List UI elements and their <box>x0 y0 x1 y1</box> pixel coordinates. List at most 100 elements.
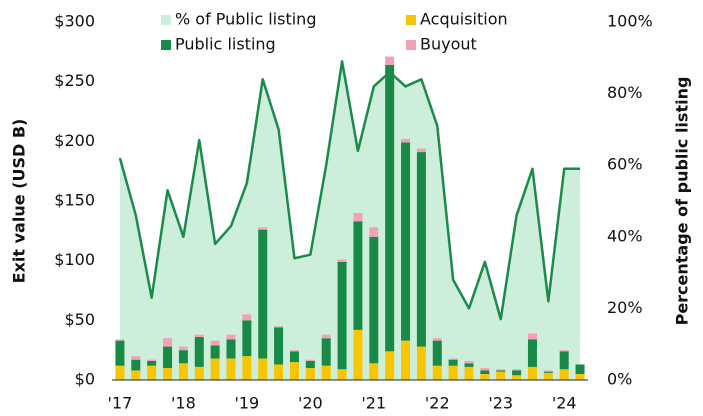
bar-segment <box>305 360 315 369</box>
bar-segment <box>353 329 363 380</box>
bar-segment <box>512 375 522 380</box>
bar-segment <box>448 359 458 366</box>
y-tick-label: $250 <box>54 71 95 90</box>
legend-swatch <box>406 40 416 50</box>
bar-segment <box>194 337 204 367</box>
bar-segment <box>131 356 141 360</box>
bar-segment <box>242 320 252 357</box>
x-tick-label: '23 <box>488 394 513 413</box>
bar-segment <box>448 365 458 380</box>
bar-segment <box>432 365 442 380</box>
x-tick-label: '21 <box>361 394 386 413</box>
bar-segment <box>480 370 490 375</box>
bar-segment <box>289 350 299 352</box>
bar-segment <box>369 363 379 380</box>
x-tick-label: '19 <box>234 394 259 413</box>
bar-segment <box>321 338 331 366</box>
bar-segment <box>543 371 553 373</box>
bar-segment <box>163 368 173 380</box>
bar-segment <box>432 340 442 366</box>
bar-segment <box>178 346 188 351</box>
bar-segment <box>210 340 220 346</box>
y-tick-label: $50 <box>64 310 95 329</box>
y-tick-label: $0 <box>75 370 95 389</box>
y-tick-label: $200 <box>54 131 95 150</box>
bar-segment <box>163 338 173 347</box>
bar-segment <box>226 358 236 380</box>
bar-segment <box>464 363 474 367</box>
bar-segment <box>559 350 569 352</box>
bar-segment <box>321 334 331 339</box>
bar-segment <box>480 368 490 371</box>
legend-label: Public listing <box>175 35 276 54</box>
bar-segment <box>401 142 411 341</box>
bar-segment <box>242 314 252 321</box>
bar-segment <box>385 64 395 352</box>
bar-segment <box>464 366 474 380</box>
bar-segment <box>353 212 363 222</box>
y-tick-label: $150 <box>54 191 95 210</box>
bar-segment <box>369 227 379 237</box>
bar-segment <box>575 374 585 380</box>
x-tick-label: '17 <box>108 394 133 413</box>
bar-segment <box>321 365 331 380</box>
bar-segment <box>496 370 506 372</box>
bar-segment <box>210 345 220 359</box>
bar-segment <box>131 359 141 371</box>
bar-segment <box>115 365 125 380</box>
x-tick-label: '20 <box>298 394 323 413</box>
bar-segment <box>401 138 411 143</box>
bar-segment <box>432 338 442 341</box>
bar-segment <box>527 366 537 380</box>
bar-segment <box>337 369 347 380</box>
bar-segment <box>337 261 347 370</box>
bar-segment <box>337 259 347 262</box>
bar-segment <box>559 351 569 370</box>
bar-segment <box>258 229 268 359</box>
y-axis-title: Exit value (USD B) <box>10 119 29 284</box>
bar-segment <box>496 371 506 380</box>
bar-segment <box>115 340 125 366</box>
bar-segment <box>289 351 299 363</box>
bar-segment <box>274 364 284 380</box>
bar-segment <box>226 339 236 359</box>
legend-swatch <box>161 15 171 25</box>
bar-segment <box>163 346 173 369</box>
bar-segment <box>480 374 490 380</box>
bar-segment <box>385 351 395 380</box>
bar-segment <box>369 236 379 364</box>
bar-segment <box>385 56 395 65</box>
x-tick-label: '24 <box>552 394 577 413</box>
bar-segment <box>305 368 315 380</box>
bar-segment <box>416 148 426 153</box>
x-tick-label: '22 <box>425 394 450 413</box>
bar-segment <box>416 152 426 347</box>
bar-segment <box>575 364 585 375</box>
legend-swatch <box>161 40 171 50</box>
bar-segment <box>194 334 204 338</box>
bar-segment <box>147 359 157 361</box>
bar-segment <box>226 334 236 340</box>
bar-segment <box>496 369 506 371</box>
bar-segment <box>353 221 363 330</box>
bar-segment <box>448 358 458 360</box>
bar-segment <box>289 362 299 380</box>
bar-segment <box>210 358 220 380</box>
bar-segment <box>305 359 315 361</box>
y2-tick-label: 100% <box>607 12 653 31</box>
bar-segment <box>194 366 204 380</box>
x-tick-label: '18 <box>171 394 196 413</box>
y2-tick-label: 60% <box>607 155 643 174</box>
y2-axis-title: Percentage of public listing <box>673 77 692 326</box>
bar-segment <box>258 227 268 230</box>
bar-segment <box>178 350 188 364</box>
bar-segment <box>274 326 284 328</box>
line <box>118 60 581 321</box>
bar-segment <box>543 370 553 372</box>
bar-segment <box>242 356 252 380</box>
bar-segment <box>258 358 268 380</box>
bar-segment <box>559 369 569 380</box>
legend-label: Acquisition <box>420 10 508 29</box>
bar-segment <box>401 340 411 380</box>
